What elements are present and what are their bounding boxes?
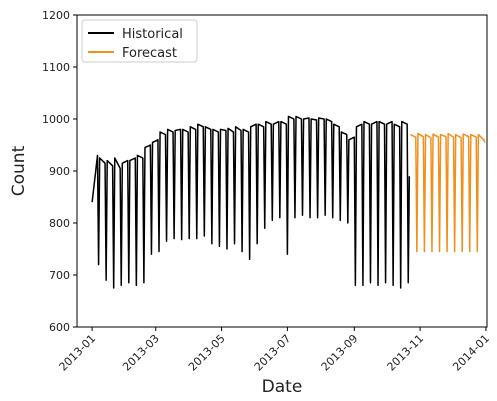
y-tick-label: 1100 [42, 61, 70, 74]
y-tick-label: 1200 [42, 9, 70, 22]
x-tick-label: 2013-09 [319, 332, 361, 374]
series-line [410, 132, 486, 253]
x-tick-label: 2013-01 [57, 332, 99, 374]
y-tick-label: 800 [49, 217, 70, 230]
x-axis-title: Date [262, 377, 303, 397]
x-tick-label: 2014-01 [450, 332, 492, 374]
y-tick-label: 900 [49, 165, 70, 178]
legend-label: Forecast [122, 46, 177, 61]
series-line [91, 115, 411, 289]
legend-label: Historical [122, 27, 183, 42]
y-tick-label: 600 [49, 321, 70, 334]
y-axis-title: Count [9, 145, 29, 196]
x-tick-label: 2013-11 [385, 332, 427, 374]
y-tick-label: 1000 [42, 113, 70, 126]
x-tick-label: 2013-07 [252, 332, 294, 374]
x-tick-label: 2013-03 [120, 332, 162, 374]
y-tick-label: 700 [49, 269, 70, 282]
x-tick-label: 2013-05 [186, 332, 228, 374]
